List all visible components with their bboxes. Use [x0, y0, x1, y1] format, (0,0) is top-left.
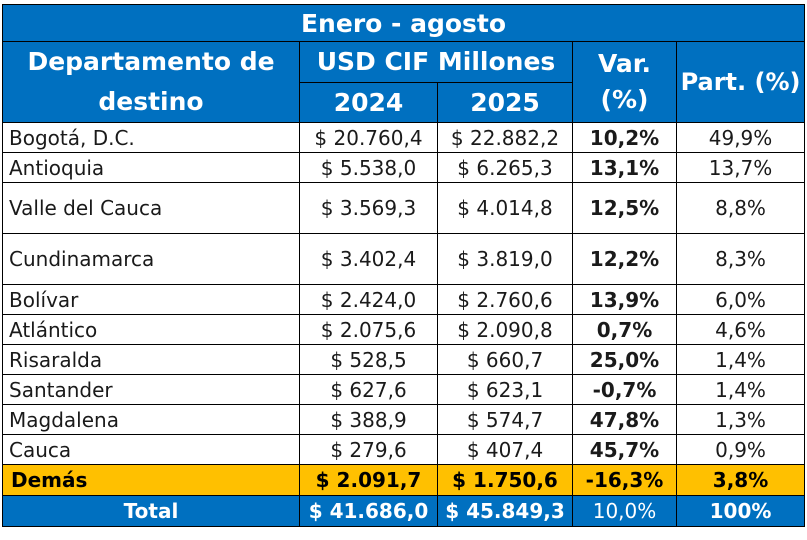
- imports-by-department-table: Enero - agosto Departamento de destino U…: [1, 4, 806, 527]
- var-cell: 13,1%: [572, 152, 677, 183]
- value-2024-cell: $ 20.760,4: [299, 122, 438, 153]
- part-cell: 8,3%: [675, 233, 806, 285]
- part-cell: 1,4%: [675, 374, 806, 405]
- value-2025-cell: $ 574,7: [437, 404, 573, 435]
- var-cell: -0,7%: [572, 374, 677, 405]
- table-row: Cauca $ 279,6 $ 407,4 45,7% 0,9%: [2, 434, 806, 465]
- part-cell: 8,8%: [675, 182, 806, 234]
- table-body: Bogotá, D.C. $ 20.760,4 $ 22.882,2 10,2% 49,…: [2, 122, 806, 527]
- table-row: Bogotá, D.C. $ 20.760,4 $ 22.882,2 10,2% 49,…: [2, 122, 806, 153]
- demas-2024: $ 2.091,7: [299, 464, 438, 496]
- department-cell: Cundinamarca: [2, 233, 300, 285]
- value-2024-cell: $ 388,9: [299, 404, 438, 435]
- demas-name: Demás: [2, 464, 300, 496]
- department-cell: Valle del Cauca: [2, 182, 300, 234]
- value-2025-cell: $ 22.882,2: [437, 122, 573, 153]
- value-2024-cell: $ 3.402,4: [299, 233, 438, 285]
- table-row: Antioquia $ 5.538,0 $ 6.265,3 13,1% 13,7%: [2, 152, 806, 183]
- total-part: 100%: [675, 495, 806, 527]
- demas-2025: $ 1.750,6: [437, 464, 573, 496]
- header-var: Var. (%): [572, 41, 677, 123]
- table-row: Valle del Cauca $ 3.569,3 $ 4.014,8 12,5% 8,…: [2, 182, 806, 234]
- header-part: Part. (%): [675, 41, 806, 123]
- var-cell: 10,2%: [572, 122, 677, 153]
- row-demas: Demás $ 2.091,7 $ 1.750,6 -16,3% 3,8%: [2, 464, 806, 496]
- var-cell: 25,0%: [572, 344, 677, 375]
- table-title: Enero - agosto: [1, 4, 806, 42]
- value-2024-cell: $ 627,6: [299, 374, 438, 405]
- var-cell: 45,7%: [572, 434, 677, 465]
- header-year-2025: 2025: [437, 81, 573, 123]
- value-2024-cell: $ 528,5: [299, 344, 438, 375]
- total-name: Total: [2, 495, 300, 527]
- department-cell: Cauca: [2, 434, 300, 465]
- value-2024-cell: $ 279,6: [299, 434, 438, 465]
- total-2025: $ 45.849,3: [437, 495, 573, 527]
- demas-var: -16,3%: [572, 464, 677, 496]
- header-department: Departamento de destino: [2, 41, 300, 123]
- value-2025-cell: $ 660,7: [437, 344, 573, 375]
- department-cell: Antioquia: [2, 152, 300, 183]
- department-cell: Atlántico: [2, 314, 300, 345]
- part-cell: 1,3%: [675, 404, 806, 435]
- value-2025-cell: $ 3.819,0: [437, 233, 573, 285]
- part-cell: 49,9%: [675, 122, 806, 153]
- value-2025-cell: $ 2.760,6: [437, 284, 573, 315]
- total-2024: $ 41.686,0: [299, 495, 438, 527]
- value-2024-cell: $ 5.538,0: [299, 152, 438, 183]
- value-2025-cell: $ 2.090,8: [437, 314, 573, 345]
- value-2024-cell: $ 2.075,6: [299, 314, 438, 345]
- demas-part: 3,8%: [675, 464, 806, 496]
- part-cell: 0,9%: [675, 434, 806, 465]
- var-cell: 47,8%: [572, 404, 677, 435]
- part-cell: 4,6%: [675, 314, 806, 345]
- value-2025-cell: $ 407,4: [437, 434, 573, 465]
- table-row: Risaralda $ 528,5 $ 660,7 25,0% 1,4%: [2, 344, 806, 375]
- value-2025-cell: $ 623,1: [437, 374, 573, 405]
- row-total: Total $ 41.686,0 $ 45.849,3 10,0% 100%: [2, 495, 806, 527]
- table-row: Atlántico $ 2.075,6 $ 2.090,8 0,7% 4,6%: [2, 314, 806, 345]
- table-row: Santander $ 627,6 $ 623,1 -0,7% 1,4%: [2, 374, 806, 405]
- part-cell: 6,0%: [675, 284, 806, 315]
- value-2024-cell: $ 2.424,0: [299, 284, 438, 315]
- var-cell: 0,7%: [572, 314, 677, 345]
- department-cell: Bogotá, D.C.: [2, 122, 300, 153]
- department-cell: Risaralda: [2, 344, 300, 375]
- var-cell: 13,9%: [572, 284, 677, 315]
- value-2024-cell: $ 3.569,3: [299, 182, 438, 234]
- department-cell: Magdalena: [2, 404, 300, 435]
- part-cell: 13,7%: [675, 152, 806, 183]
- table-row: Cundinamarca $ 3.402,4 $ 3.819,0 12,2% 8,3%: [2, 233, 806, 285]
- department-cell: Bolívar: [2, 284, 300, 315]
- department-cell: Santander: [2, 374, 300, 405]
- table-row: Magdalena $ 388,9 $ 574,7 47,8% 1,3%: [2, 404, 806, 435]
- var-cell: 12,2%: [572, 233, 677, 285]
- value-2025-cell: $ 6.265,3: [437, 152, 573, 183]
- table-row: Bolívar $ 2.424,0 $ 2.760,6 13,9% 6,0%: [2, 284, 806, 315]
- var-cell: 12,5%: [572, 182, 677, 234]
- header-year-2024: 2024: [299, 81, 438, 123]
- header-usd-cif: USD CIF Millones: [299, 41, 573, 83]
- total-var: 10,0%: [572, 495, 677, 527]
- part-cell: 1,4%: [675, 344, 806, 375]
- value-2025-cell: $ 4.014,8: [437, 182, 573, 234]
